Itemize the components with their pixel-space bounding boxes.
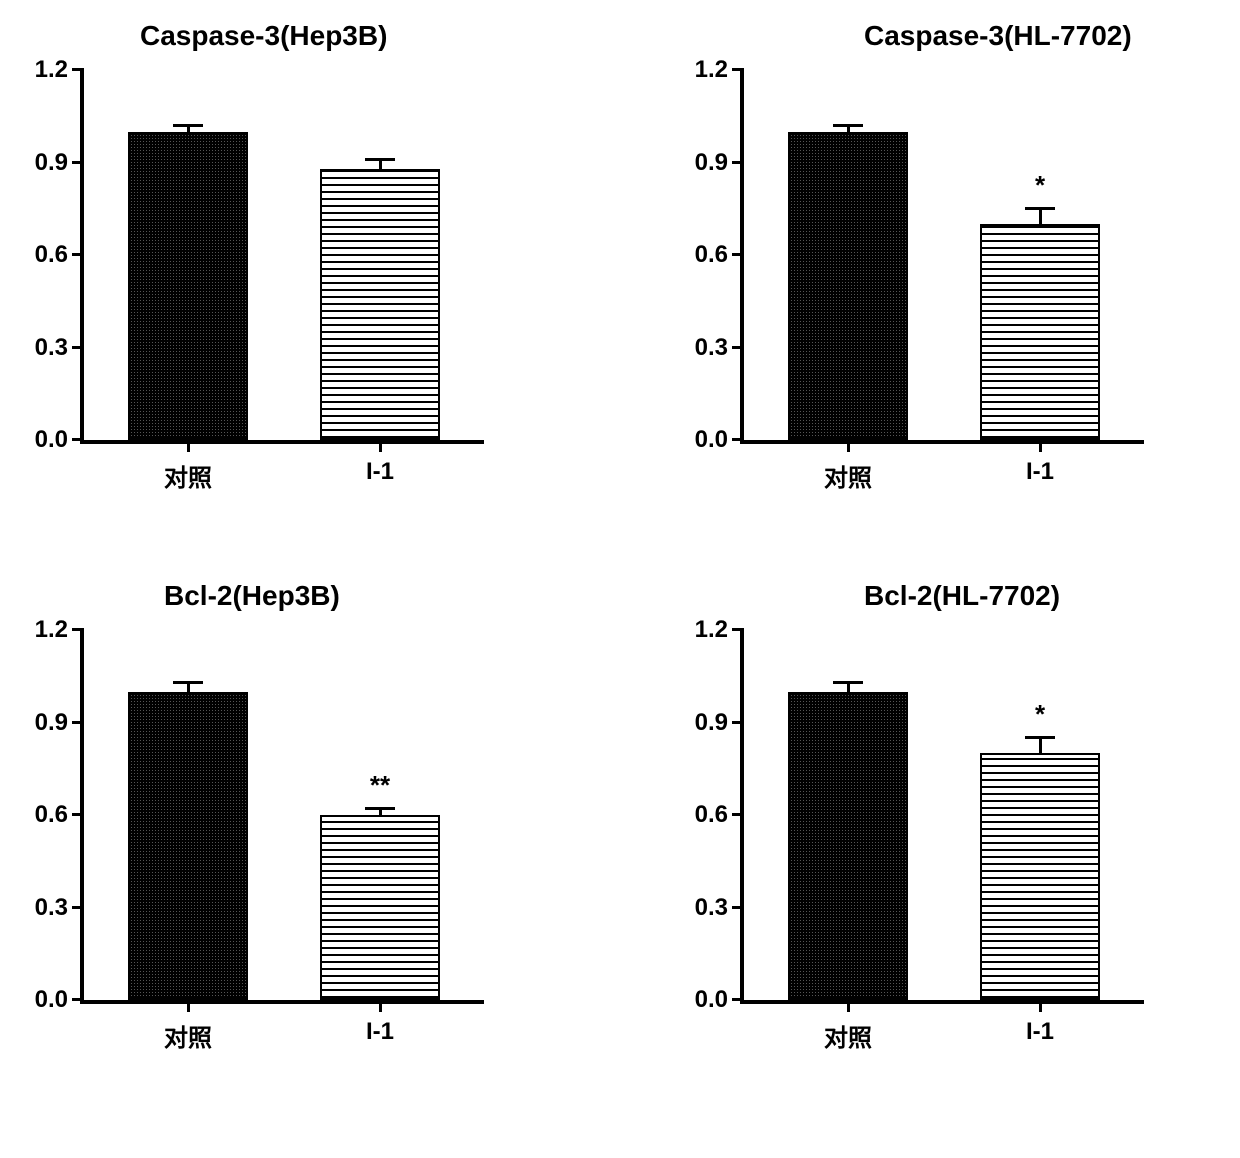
y-tick xyxy=(732,628,744,631)
x-tick xyxy=(187,440,190,452)
x-tick xyxy=(379,440,382,452)
error-bar-cap xyxy=(833,681,863,684)
error-bar-cap xyxy=(1025,207,1055,210)
chart-grid: Caspase-3(Hep3B)0.00.30.60.91.2对照I-1Casp… xyxy=(20,20,1220,1080)
y-tick xyxy=(72,628,84,631)
y-tick xyxy=(732,253,744,256)
y-tick-label: 0.0 xyxy=(35,986,68,1014)
bar xyxy=(980,224,1100,440)
y-tick xyxy=(72,253,84,256)
y-tick xyxy=(72,813,84,816)
x-tick-label: I-1 xyxy=(366,1018,394,1046)
x-tick-label: 对照 xyxy=(164,1018,212,1053)
error-bar-stem xyxy=(1039,209,1042,224)
chart-panel-bcl2-hl7702: Bcl-2(HL-7702)0.00.30.60.91.2对照I-1* xyxy=(680,580,1160,1080)
y-tick-label: 0.3 xyxy=(695,334,728,362)
plot-area: 0.00.30.60.91.2对照I-1* xyxy=(740,70,1144,444)
chart-panel-caspase3-hep3b: Caspase-3(Hep3B)0.00.30.60.91.2对照I-1 xyxy=(20,20,500,520)
y-tick-label: 0.9 xyxy=(695,709,728,737)
x-tick-label: 对照 xyxy=(824,1018,872,1053)
x-tick xyxy=(847,440,850,452)
y-tick xyxy=(72,721,84,724)
error-bar-cap xyxy=(1025,736,1055,739)
error-bar-cap xyxy=(365,158,395,161)
x-tick-label: I-1 xyxy=(1026,458,1054,486)
bar xyxy=(980,753,1100,1000)
bar xyxy=(320,815,440,1000)
x-tick xyxy=(1039,1000,1042,1012)
y-tick-label: 0.0 xyxy=(35,426,68,454)
plot-area: 0.00.30.60.91.2对照I-1* xyxy=(740,630,1144,1004)
error-bar-cap xyxy=(173,681,203,684)
y-tick xyxy=(732,813,744,816)
y-tick-label: 0.9 xyxy=(695,149,728,177)
significance-label: * xyxy=(1035,170,1045,201)
y-tick xyxy=(732,721,744,724)
y-tick xyxy=(72,906,84,909)
y-tick xyxy=(72,68,84,71)
y-tick-label: 0.6 xyxy=(695,241,728,269)
y-tick-label: 0.9 xyxy=(35,149,68,177)
x-tick-label: 对照 xyxy=(824,458,872,493)
x-tick xyxy=(379,1000,382,1012)
significance-label: * xyxy=(1035,699,1045,730)
x-tick-label: I-1 xyxy=(1026,1018,1054,1046)
bar xyxy=(788,692,908,1000)
error-bar-cap xyxy=(365,807,395,810)
y-tick-label: 0.6 xyxy=(35,241,68,269)
y-tick-label: 0.3 xyxy=(35,334,68,362)
y-tick-label: 0.9 xyxy=(35,709,68,737)
y-tick xyxy=(732,998,744,1001)
y-tick-label: 0.3 xyxy=(695,894,728,922)
chart-panel-caspase3-hl7702: Caspase-3(HL-7702)0.00.30.60.91.2对照I-1* xyxy=(680,20,1160,520)
y-tick-label: 1.2 xyxy=(695,616,728,644)
y-tick-label: 0.0 xyxy=(695,986,728,1014)
y-tick xyxy=(732,68,744,71)
y-tick xyxy=(732,906,744,909)
chart-title: Bcl-2(HL-7702) xyxy=(864,580,1060,612)
y-tick xyxy=(72,998,84,1001)
x-tick xyxy=(847,1000,850,1012)
bar xyxy=(788,132,908,440)
bar xyxy=(128,132,248,440)
y-tick xyxy=(732,438,744,441)
chart-title: Caspase-3(Hep3B) xyxy=(140,20,387,52)
error-bar-cap xyxy=(173,124,203,127)
y-tick-label: 1.2 xyxy=(35,616,68,644)
bar xyxy=(128,692,248,1000)
significance-label: ** xyxy=(370,770,390,801)
y-tick xyxy=(72,161,84,164)
y-tick-label: 0.6 xyxy=(695,801,728,829)
y-tick xyxy=(72,346,84,349)
y-tick xyxy=(732,346,744,349)
chart-title: Caspase-3(HL-7702) xyxy=(864,20,1132,52)
error-bar-stem xyxy=(1039,738,1042,753)
chart-title: Bcl-2(Hep3B) xyxy=(164,580,340,612)
y-tick-label: 0.3 xyxy=(35,894,68,922)
y-tick xyxy=(732,161,744,164)
x-tick-label: 对照 xyxy=(164,458,212,493)
x-tick xyxy=(187,1000,190,1012)
y-tick-label: 1.2 xyxy=(695,56,728,84)
chart-panel-bcl2-hep3b: Bcl-2(Hep3B)0.00.30.60.91.2对照I-1** xyxy=(20,580,500,1080)
x-tick-label: I-1 xyxy=(366,458,394,486)
y-tick-label: 0.6 xyxy=(35,801,68,829)
x-tick xyxy=(1039,440,1042,452)
y-tick xyxy=(72,438,84,441)
y-tick-label: 1.2 xyxy=(35,56,68,84)
bar xyxy=(320,169,440,440)
plot-area: 0.00.30.60.91.2对照I-1** xyxy=(80,630,484,1004)
y-tick-label: 0.0 xyxy=(695,426,728,454)
plot-area: 0.00.30.60.91.2对照I-1 xyxy=(80,70,484,444)
error-bar-cap xyxy=(833,124,863,127)
